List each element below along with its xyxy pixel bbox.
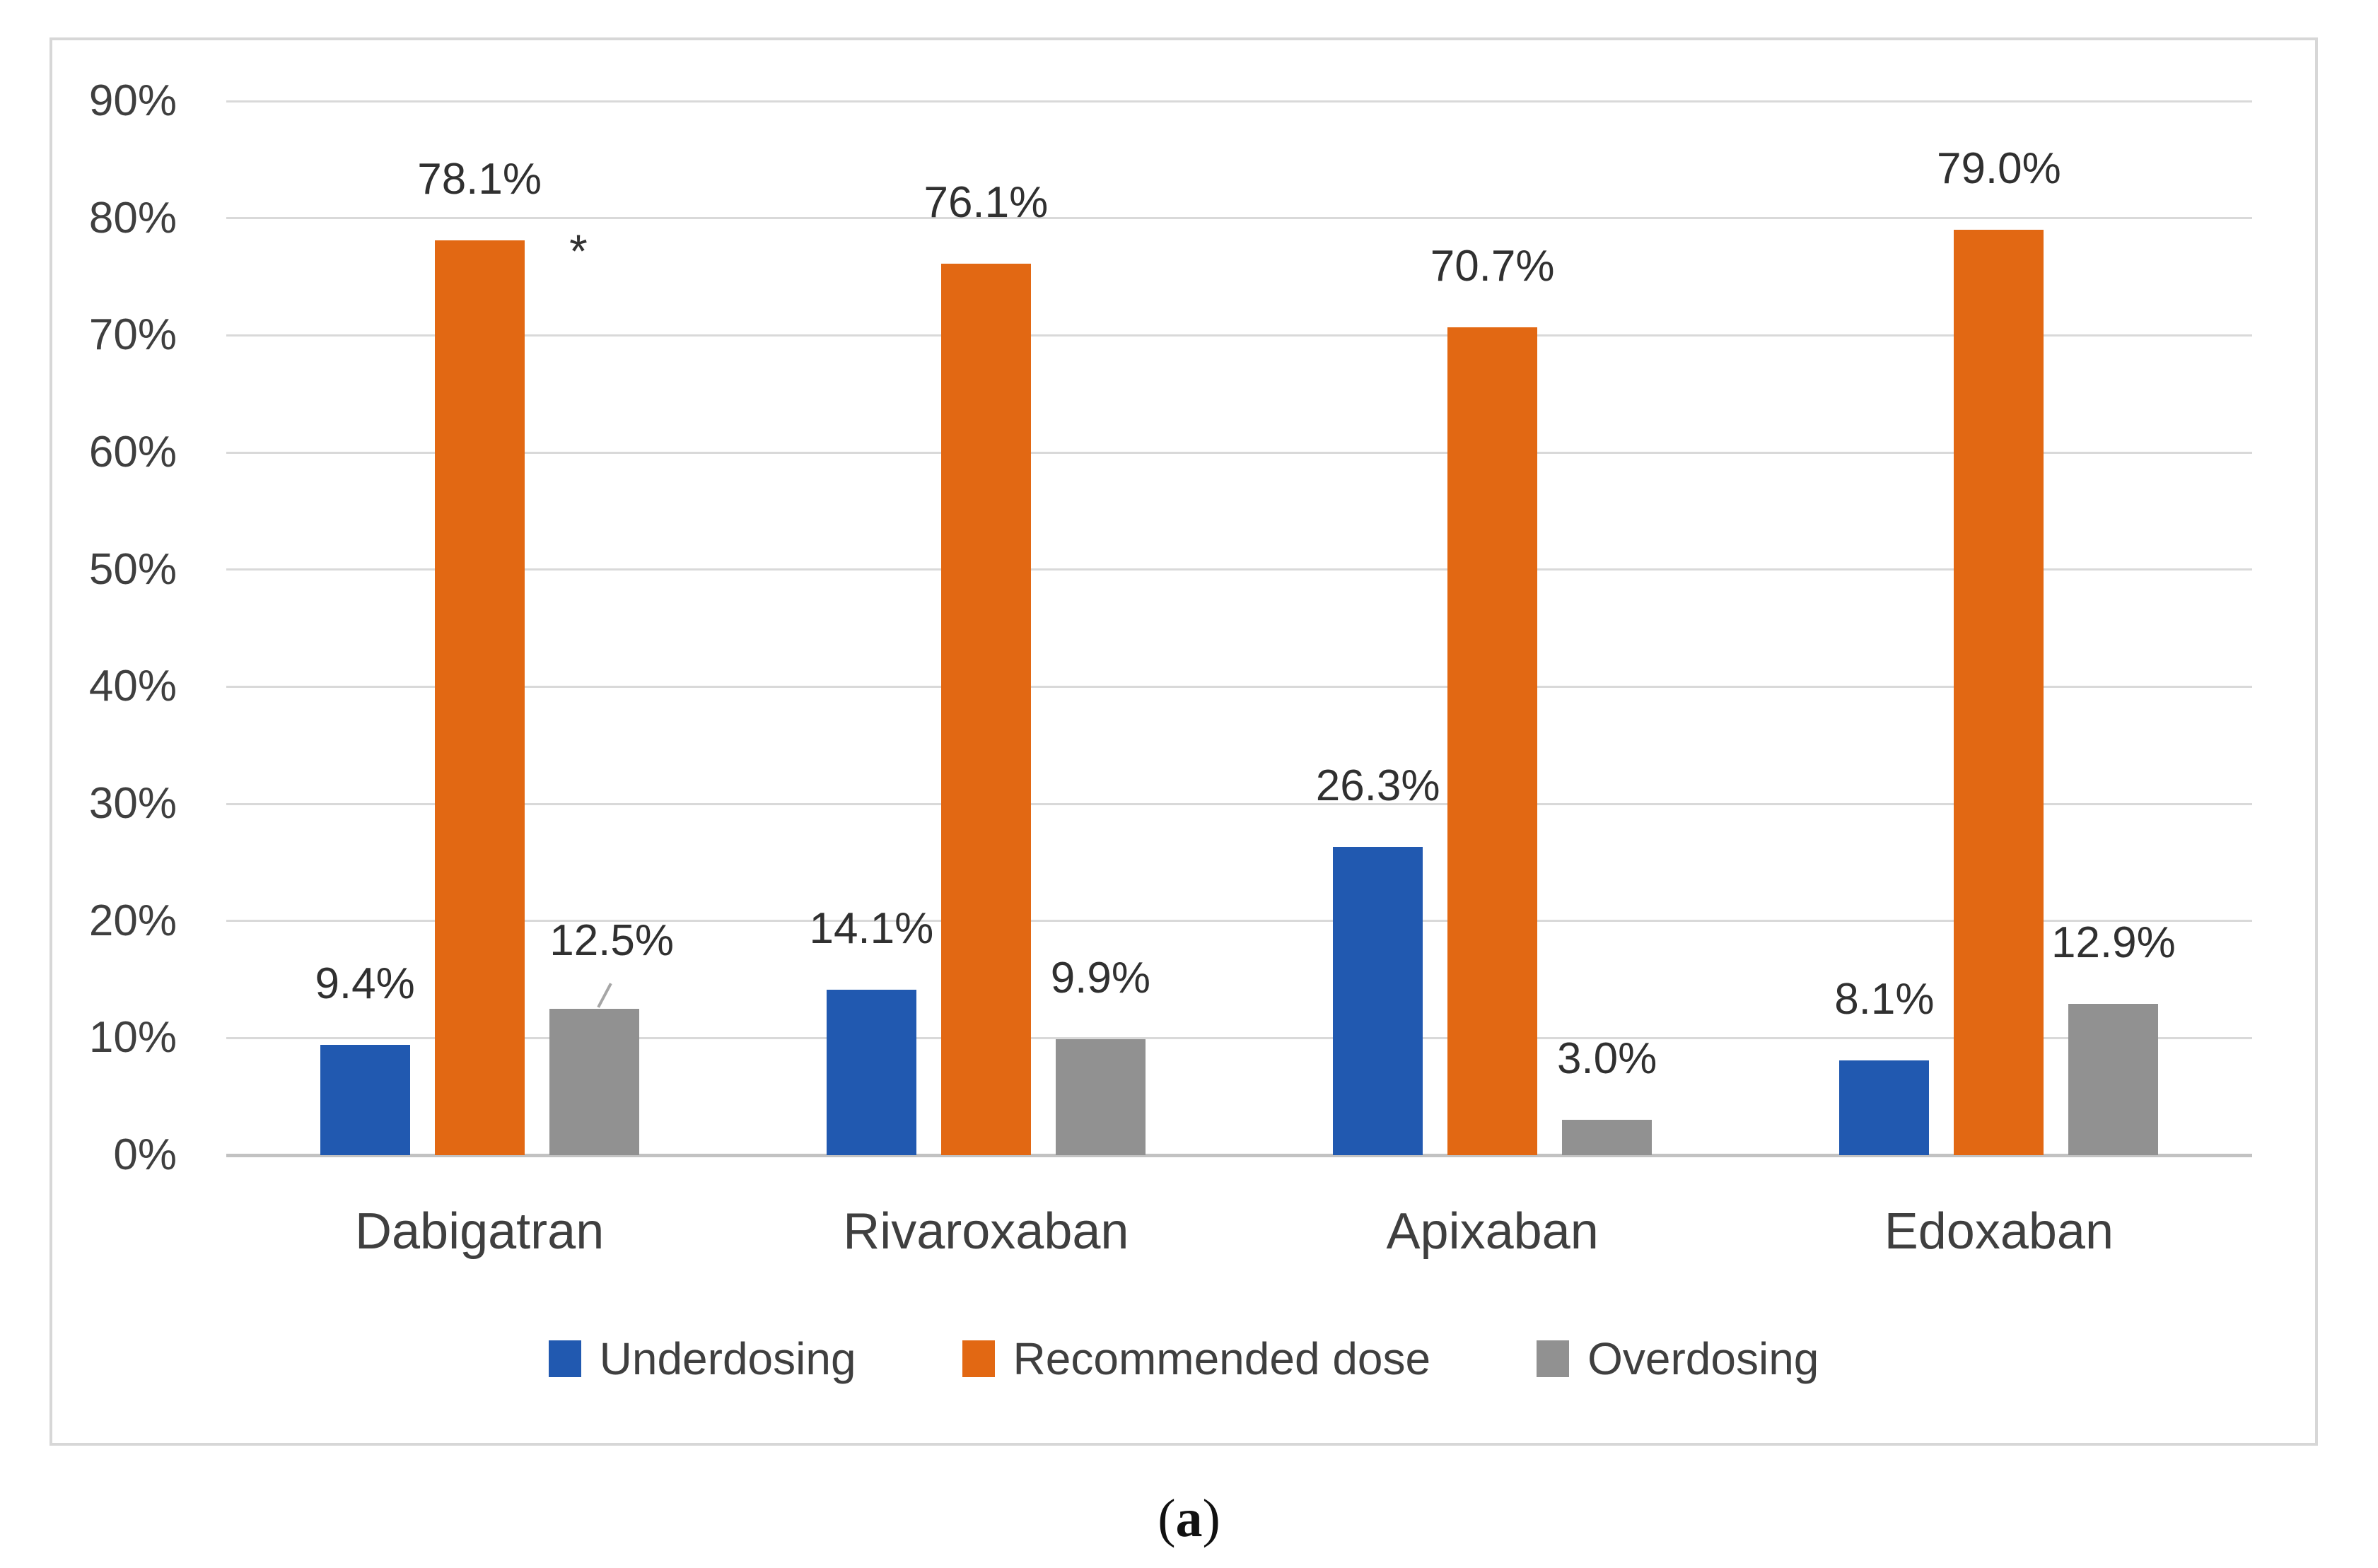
significance-asterisk-annotation: * <box>569 225 588 277</box>
gridline <box>226 802 2252 805</box>
caption-paren-open: ( <box>1158 1489 1176 1548</box>
bar-recommended-dose-edoxaban <box>1954 230 2044 1155</box>
data-label-underdosing-edoxaban: 8.1% <box>1834 974 1935 1024</box>
bar-overdosing-dabigatran <box>549 1008 639 1155</box>
data-label-recommended-dose-edoxaban: 79.0% <box>1936 144 2061 194</box>
legend-label: Overdosing <box>1587 1333 1819 1384</box>
x-axis-category-label: Apixaban <box>1386 1203 1599 1260</box>
y-axis-tick-label: 70% <box>88 310 177 360</box>
legend-swatch-overdosing-icon <box>1537 1340 1570 1377</box>
data-label-overdosing-dabigatran: 12.5% <box>549 915 675 965</box>
y-axis-tick-label: 30% <box>88 779 177 828</box>
y-axis-tick-label: 80% <box>88 193 177 242</box>
gridline <box>226 334 2252 337</box>
data-label-underdosing-apixaban: 26.3% <box>1315 761 1440 811</box>
gridline <box>226 451 2252 454</box>
y-axis-tick-label: 10% <box>88 1013 177 1063</box>
data-label-recommended-dose-apixaban: 70.7% <box>1430 241 1555 291</box>
bar-overdosing-rivaroxaban <box>1055 1038 1146 1155</box>
gridline <box>226 568 2252 571</box>
y-axis-tick-label: 60% <box>88 428 177 476</box>
legend-item-overdosing: Overdosing <box>1537 1336 1819 1381</box>
x-axis-line <box>226 1153 2252 1157</box>
legend: Underdosing Recommended dose Overdosing <box>49 1330 2318 1387</box>
data-label-overdosing-apixaban: 3.0% <box>1556 1034 1657 1084</box>
data-label-recommended-dose-rivaroxaban: 76.1% <box>923 178 1049 228</box>
gridline <box>226 217 2252 220</box>
legend-swatch-recommended-dose-icon <box>962 1340 995 1377</box>
bar-recommended-dose-rivaroxaban <box>940 264 1031 1155</box>
data-label-overdosing-edoxaban: 12.9% <box>2051 918 2176 968</box>
legend-item-underdosing: Underdosing <box>548 1333 856 1384</box>
bar-overdosing-apixaban <box>1562 1120 1653 1155</box>
bar-underdosing-rivaroxaban <box>826 990 916 1155</box>
data-label-overdosing-rivaroxaban: 9.9% <box>1050 953 1151 1002</box>
legend-label: Underdosing <box>599 1333 856 1384</box>
label-leader-line <box>597 983 612 1008</box>
bar-underdosing-edoxaban <box>1839 1060 1930 1155</box>
bar-overdosing-edoxaban <box>2068 1004 2159 1155</box>
legend-label: Recommended dose <box>1013 1333 1431 1384</box>
data-label-recommended-dose-dabigatran: 78.1% <box>417 155 542 204</box>
caption-letter: a <box>1175 1489 1203 1548</box>
y-axis-tick-label: 40% <box>88 662 177 711</box>
bar-underdosing-apixaban <box>1333 847 1423 1155</box>
y-axis-tick-label: 20% <box>88 896 177 945</box>
bar-recommended-dose-apixaban <box>1447 327 1538 1155</box>
gridline <box>226 920 2252 923</box>
x-axis-category-label: Dabigatran <box>355 1203 605 1260</box>
data-label-underdosing-dabigatran: 9.4% <box>315 959 415 1009</box>
x-axis-category-label: Edoxaban <box>1884 1203 2114 1260</box>
bar-underdosing-dabigatran <box>320 1045 410 1155</box>
x-axis-category-label: Rivaroxaban <box>843 1203 1129 1260</box>
chart-panel-border <box>49 37 2318 1446</box>
figure-caption: (a) <box>0 1490 2378 1547</box>
bar-recommended-dose-dabigatran <box>434 240 525 1155</box>
gridline <box>226 685 2252 688</box>
y-axis-tick-label: 50% <box>88 544 177 594</box>
gridline <box>226 1036 2252 1039</box>
legend-item-recommended-dose: Recommended dose <box>962 1333 1431 1384</box>
data-label-underdosing-rivaroxaban: 14.1% <box>809 904 934 954</box>
legend-swatch-underdosing-icon <box>548 1340 581 1377</box>
caption-paren-close: ) <box>1202 1489 1220 1548</box>
gridline <box>226 100 2252 103</box>
y-axis-tick-label: 0% <box>113 1130 177 1179</box>
y-axis-tick-label: 90% <box>88 76 177 125</box>
